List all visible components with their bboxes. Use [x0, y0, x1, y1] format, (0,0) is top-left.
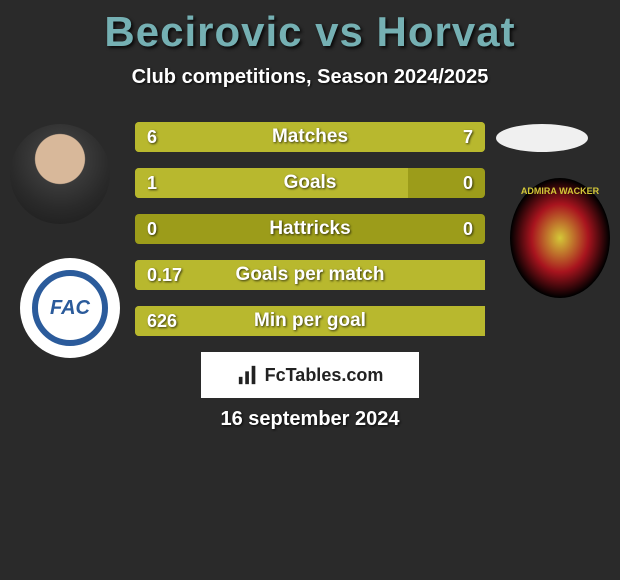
stat-row: 10Goals	[135, 168, 485, 198]
stat-row: 0.17Goals per match	[135, 260, 485, 290]
club-left-abbr: FAC	[32, 270, 108, 346]
stat-label: Hattricks	[135, 214, 485, 244]
stat-row: 00Hattricks	[135, 214, 485, 244]
comparison-title: Becirovic vs Horvat	[0, 0, 620, 56]
comparison-date: 16 september 2024	[0, 408, 620, 431]
stat-label: Goals	[135, 168, 485, 198]
club-left-badge: FAC	[20, 258, 120, 358]
stat-row: 67Matches	[135, 122, 485, 152]
bar-chart-icon	[237, 364, 259, 386]
stat-label: Matches	[135, 122, 485, 152]
stat-row: 626Min per goal	[135, 306, 485, 336]
brand-box: FcTables.com	[201, 352, 419, 398]
brand-text: FcTables.com	[265, 365, 384, 386]
club-right-text: ADMIRA WACKER	[521, 186, 599, 196]
stats-bars: 67Matches 10Goals 00Hattricks 0.17Goals per…	[135, 122, 485, 352]
stat-label: Min per goal	[135, 306, 485, 336]
player-right-avatar	[496, 124, 588, 152]
club-right-badge: ADMIRA WACKER	[510, 178, 610, 298]
comparison-subtitle: Club competitions, Season 2024/2025	[0, 66, 620, 89]
stat-label: Goals per match	[135, 260, 485, 290]
player-left-avatar	[10, 124, 110, 224]
